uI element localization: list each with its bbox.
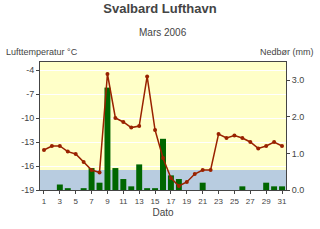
svg-text:13: 13 [135,197,144,206]
svg-text:7: 7 [89,197,94,206]
svg-text:-19: -19 [21,185,34,195]
svg-text:Nedbør (mm): Nedbør (mm) [260,47,314,57]
svg-text:15: 15 [151,197,160,206]
svg-text:-13: -13 [21,137,34,147]
svg-text:29: 29 [262,197,271,206]
svg-text:Svalbard Lufthavn: Svalbard Lufthavn [103,1,216,16]
svg-text:17: 17 [166,197,175,206]
svg-text:-10: -10 [21,113,34,123]
svg-text:Mars 2006: Mars 2006 [139,27,187,38]
svg-text:21: 21 [198,197,207,206]
svg-text:0.0: 0.0 [292,185,305,195]
svg-text:9: 9 [105,197,110,206]
svg-text:Dato: Dato [152,207,174,218]
svg-text:1: 1 [42,197,47,206]
svg-text:31: 31 [278,197,287,206]
svg-text:5: 5 [73,197,78,206]
svg-text:11: 11 [119,197,128,206]
svg-text:25: 25 [230,197,239,206]
svg-text:-4: -4 [26,65,34,75]
svg-text:-7: -7 [26,89,34,99]
svg-text:3.0: 3.0 [292,75,305,85]
svg-text:27: 27 [246,197,255,206]
svg-text:3: 3 [58,197,63,206]
svg-text:Lufttemperatur °C: Lufttemperatur °C [6,47,78,57]
svg-text:-16: -16 [21,161,34,171]
svg-text:1.0: 1.0 [292,149,305,159]
svg-text:23: 23 [214,197,223,206]
svg-text:19: 19 [182,197,191,206]
svg-text:2.0: 2.0 [292,112,305,122]
